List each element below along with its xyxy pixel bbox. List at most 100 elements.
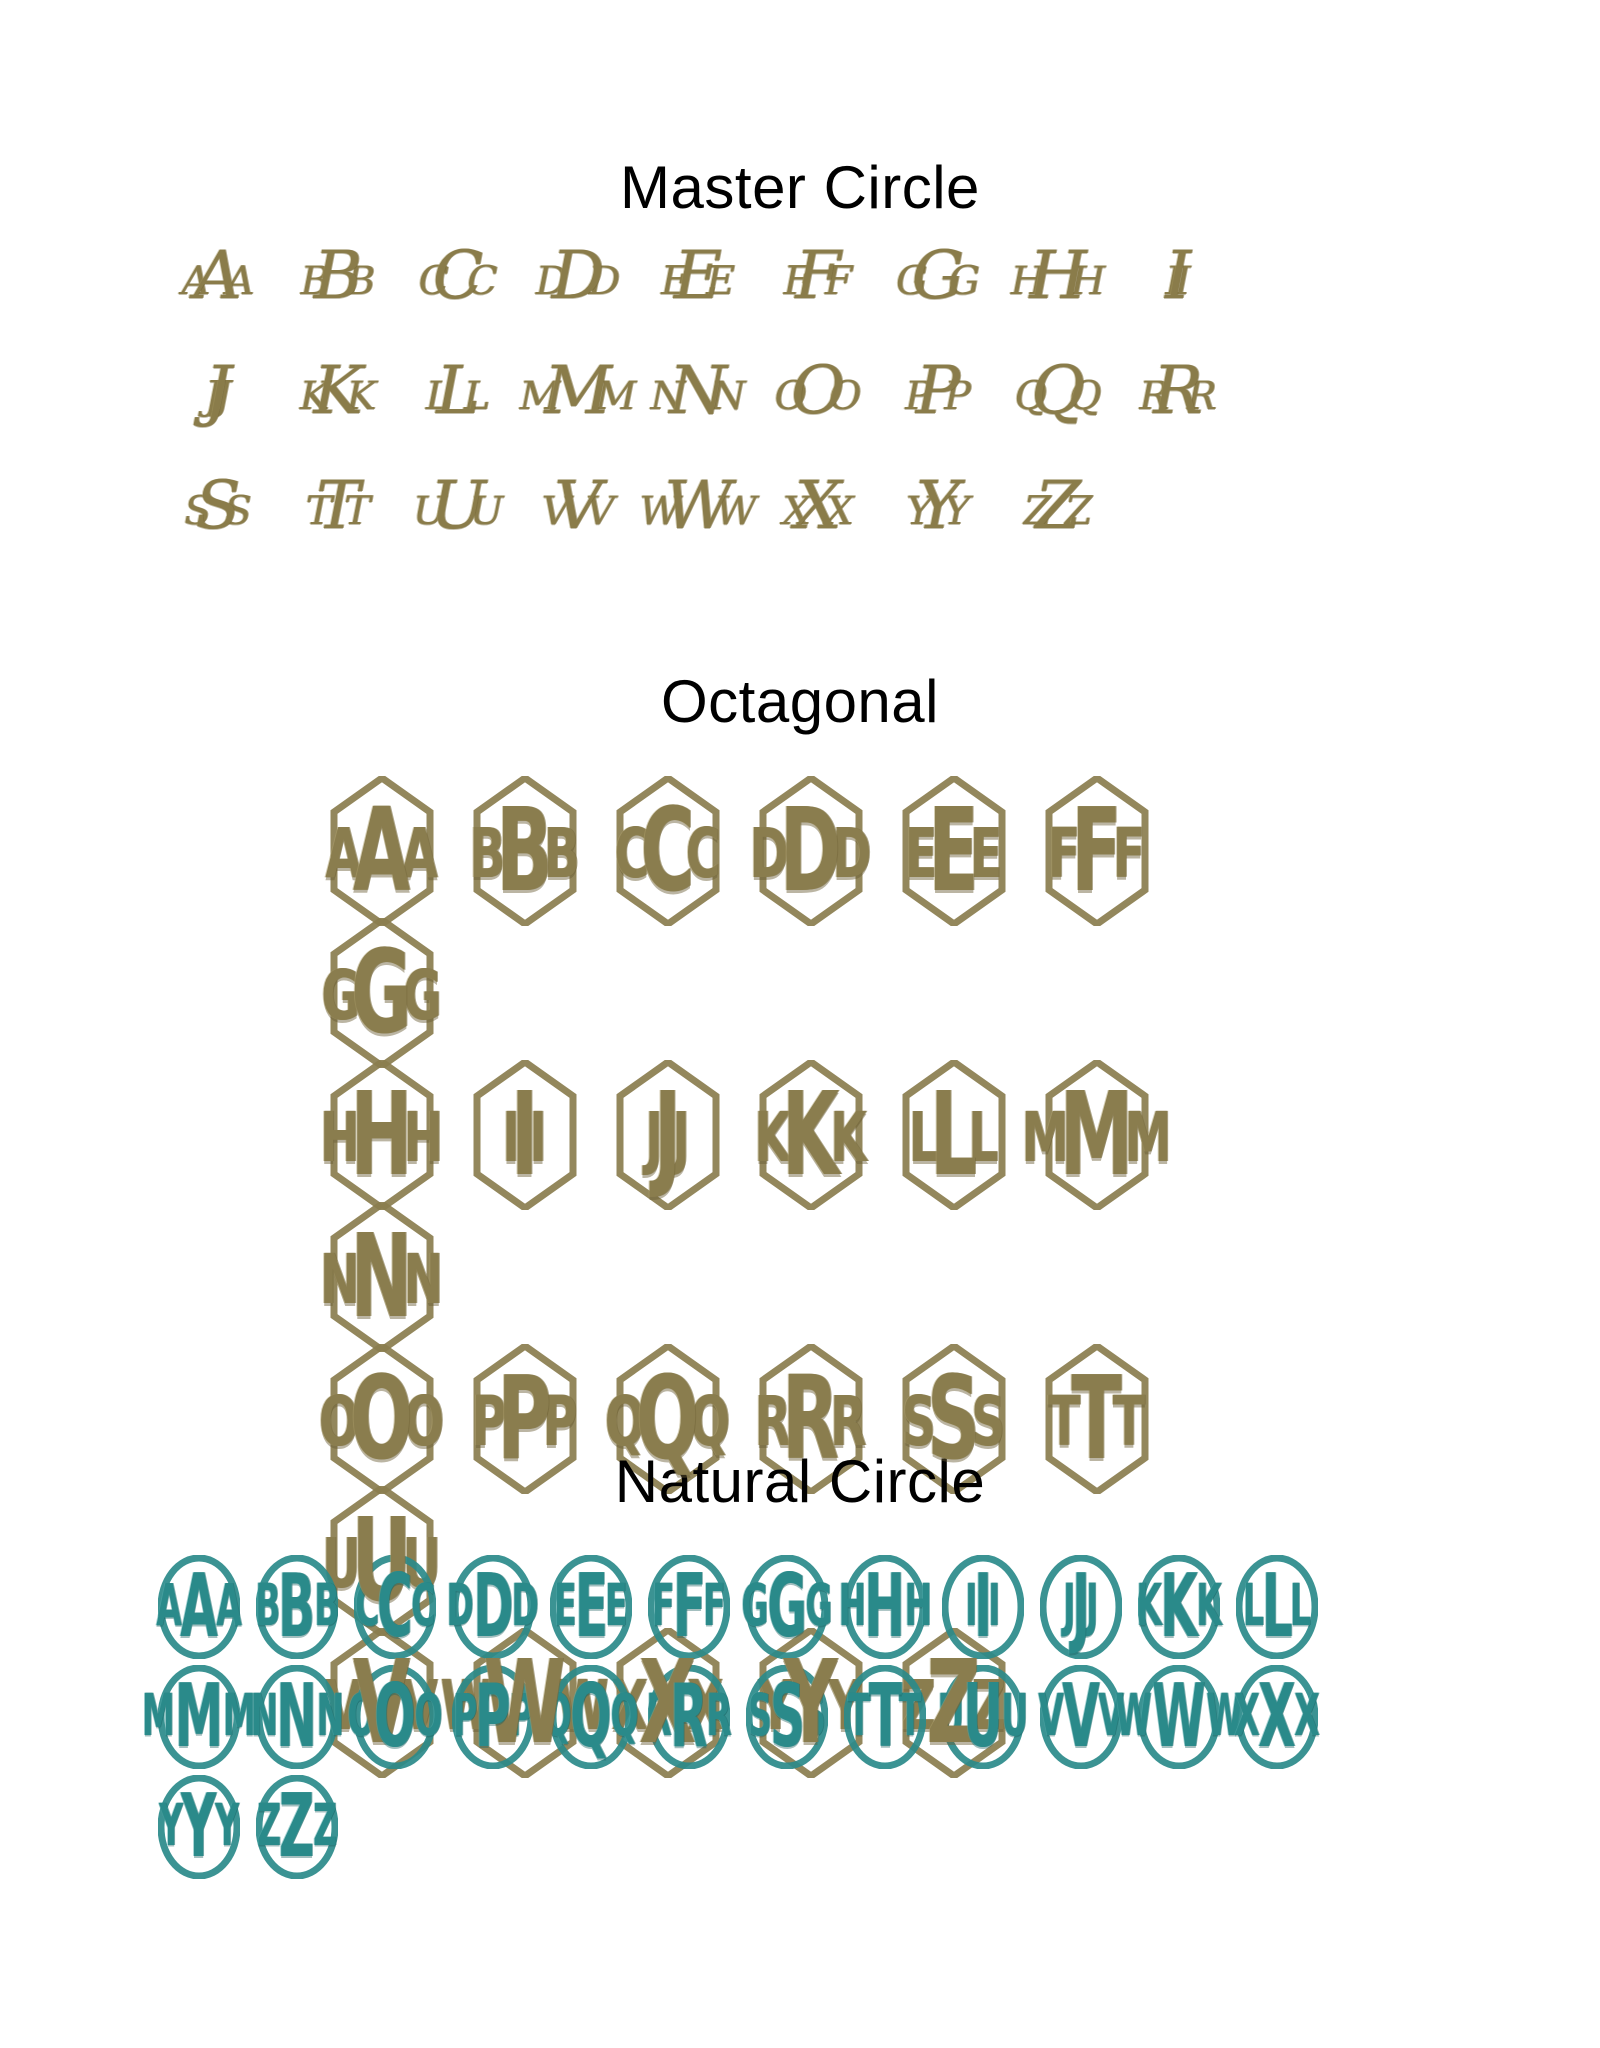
monogram-glyph-center: Y	[181, 1775, 217, 1878]
monogram-glyph-left: S	[747, 1681, 772, 1750]
monogram-glyph-left: U	[937, 1681, 965, 1750]
monogram-glyph-center: C	[377, 1555, 413, 1658]
monogram-glyph-right: L	[1290, 1571, 1312, 1640]
monogram-glyph-right: G	[402, 957, 442, 1037]
monogram-glyph-left: O	[318, 1383, 360, 1463]
monogram-glyph-left: H	[1010, 257, 1046, 304]
monogram-glyph-left: O	[347, 1681, 376, 1750]
monogram-glyph-left: Q	[1014, 372, 1047, 419]
monogram-glyph-left: A	[325, 815, 362, 895]
monogram-glyph-center: K	[1160, 1555, 1198, 1658]
monogram-glyph-center: A	[180, 1555, 218, 1658]
monogram-glyph-right: Z	[1064, 487, 1093, 534]
monogram-glyph-left: E	[904, 815, 938, 895]
monogram-glyph-center: D	[472, 1555, 514, 1658]
monogram-glyph-right: M	[595, 372, 637, 419]
monogram-glyph-center: J	[204, 351, 232, 429]
monogram-glyph-right: S	[224, 487, 252, 534]
monogram-glyph-left: M	[1021, 1099, 1069, 1179]
monogram-glyph-right: R	[706, 1681, 732, 1750]
monogram-glyph-left: F	[783, 257, 812, 304]
monogram-glyph-right: C	[685, 815, 721, 895]
monogram-glyph-center: M	[544, 351, 612, 429]
monogram-glyph-right: X	[825, 487, 854, 534]
monogram-glyph-right: E	[969, 815, 1003, 895]
monogram-glyph-left: Z	[1023, 487, 1052, 534]
monogram-glyph-center: J	[653, 1068, 682, 1202]
section-title-natural-circle: Natural Circle	[614, 1448, 986, 1515]
monogram-glyph-center: R	[1153, 351, 1203, 429]
monogram-glyph-left: W	[639, 487, 681, 534]
monogram-glyph-center: U	[430, 466, 486, 544]
monogram-glyph-left: H	[319, 1099, 360, 1179]
monogram-glyph-center: A	[352, 784, 411, 918]
monogram-glyph-center: B	[313, 236, 363, 314]
monogram-glyph-center: U	[963, 1665, 1003, 1768]
monogram-glyph-right: T	[1112, 1383, 1146, 1463]
monogram-glyph-left: K	[299, 372, 330, 419]
monogram-glyph-right: S	[971, 1383, 1006, 1463]
monogram-glyph-center: H	[1029, 236, 1087, 314]
monogram-glyph-right: A	[401, 815, 438, 895]
monogram-glyph-center: H	[350, 1068, 413, 1202]
monogram-glyph-center: M	[174, 1665, 224, 1768]
monogram-glyph-center: O	[350, 1352, 413, 1486]
monogram-glyph-left: W	[1115, 1681, 1153, 1750]
monogram-glyph-right: A	[216, 1571, 242, 1640]
monogram-glyph-right: T	[344, 487, 371, 534]
monogram-glyph-left: S	[901, 1383, 936, 1463]
monogram-glyph-left: Q	[543, 1681, 572, 1750]
monogram-glyph-right: R	[1186, 372, 1217, 419]
monogram-glyph-left: M	[142, 1681, 176, 1750]
monogram-glyph-center: Q	[570, 1665, 612, 1768]
monogram-glyph-left: X	[1234, 1681, 1260, 1750]
monogram-glyph-right: O	[414, 1681, 443, 1750]
monogram-glyph-right: X	[1294, 1681, 1320, 1750]
monogram-glyph-center: K	[781, 1068, 840, 1202]
monogram-glyph-left: N	[319, 1241, 360, 1321]
monogram-glyph-right: P	[944, 372, 971, 419]
section-title-octagonal: Octagonal	[660, 668, 939, 735]
monogram-glyph-left: E	[553, 1571, 577, 1640]
monogram-glyph-center: N	[350, 1210, 413, 1344]
monogram-glyph-center: S	[195, 466, 241, 544]
monogram-glyph-right: O	[403, 1383, 445, 1463]
monogram-glyph-left: K	[1136, 1571, 1162, 1640]
monogram-glyph-right: V	[585, 487, 615, 534]
monogram-glyph-center: I	[973, 1555, 993, 1658]
monogram-glyph-right: M	[1124, 1099, 1172, 1179]
monogram-glyph-left: X	[782, 487, 811, 534]
monogram-glyph-right: F	[1112, 815, 1146, 895]
